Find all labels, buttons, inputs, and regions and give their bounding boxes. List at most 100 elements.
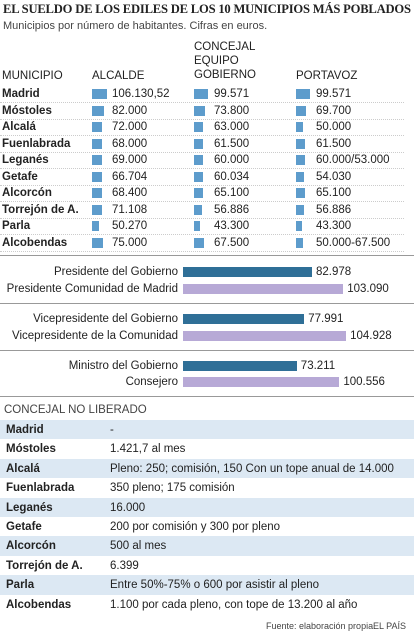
bar [194, 122, 204, 132]
category-label: Torrejón de A. [2, 203, 79, 216]
row-value: Pleno: 250; comisión, 150 Con un tope an… [110, 462, 394, 475]
bar [194, 237, 204, 248]
category-label: Móstoles [2, 104, 52, 117]
bar [296, 188, 306, 198]
value-label: 100.556 [343, 376, 385, 388]
value-label: 73.800 [214, 104, 250, 117]
value-label: 65.100 [214, 187, 250, 199]
value-label: 103.090 [347, 283, 389, 295]
row-label: Getafe [6, 521, 42, 533]
category-label: Ministro del Gobierno [68, 360, 178, 372]
value-label: 54.030 [316, 170, 352, 183]
category-label: Vicepresidente del Gobierno [33, 313, 178, 325]
value-label: 68.000 [112, 137, 148, 150]
bar [92, 188, 102, 198]
row-value: 200 por comisión y 300 por pleno [110, 521, 281, 533]
category-label: Presidente del Gobierno [53, 266, 178, 278]
bar [183, 377, 340, 387]
separator [0, 255, 414, 256]
separator [0, 303, 414, 304]
category-label: Parla [2, 220, 31, 232]
bar [194, 204, 203, 215]
value-label: 43.300 [214, 220, 250, 232]
row-label: Madrid [6, 424, 44, 436]
bar [92, 204, 103, 215]
row-rule [0, 151, 404, 153]
bar [92, 171, 102, 182]
value-label: 71.108 [112, 203, 148, 216]
value-label: 82.000 [112, 104, 148, 117]
column-header: ALCALDE [92, 70, 145, 82]
row-rule [0, 118, 404, 120]
row-label: Fuenlabrada [6, 482, 75, 495]
value-label: 65.100 [316, 187, 352, 199]
value-label: 67.500 [214, 236, 250, 249]
row-label: Torrejón de A. [6, 559, 83, 572]
bar [296, 155, 305, 165]
bar [296, 204, 305, 215]
row-rule [0, 250, 404, 252]
category-label: Vicepresidente de la Comunidad [11, 330, 178, 342]
bar [183, 267, 312, 277]
value-label: 61.500 [214, 137, 250, 150]
bar [92, 221, 100, 231]
row-rule [0, 135, 404, 136]
bar [194, 105, 205, 116]
row-rule [0, 217, 404, 219]
table-row [0, 575, 414, 595]
value-label: 60.034 [214, 170, 250, 183]
category-label: Getafe [2, 170, 38, 183]
category-label: Madrid [2, 88, 40, 100]
value-label: 56.886 [316, 203, 352, 216]
value-label: 69.700 [316, 104, 352, 117]
category-label: Leganés [2, 154, 49, 166]
value-label: 50.270 [112, 220, 148, 232]
table-row [0, 536, 414, 556]
table-row [0, 420, 414, 440]
value-label: 66.704 [112, 170, 148, 183]
row-label: Alcorcón [6, 540, 56, 553]
row-value: 500 al mes [110, 540, 167, 553]
row-rule [0, 102, 404, 103]
bar [92, 237, 103, 248]
value-label: 104.928 [350, 330, 392, 342]
bar [183, 314, 305, 324]
bar [194, 155, 203, 165]
value-label: 69.000 [112, 154, 148, 166]
bar [92, 105, 104, 116]
bar [296, 237, 304, 248]
value-label: 63.000 [214, 121, 250, 133]
category-label: Presidente Comunidad de Madrid [6, 283, 178, 295]
bar [92, 138, 102, 149]
category-label: Consejero [125, 376, 178, 388]
row-value: 1.421,7 al mes [110, 443, 186, 456]
bar [194, 89, 209, 99]
row-value: 1.100 por cada pleno, con tope de 13.200… [110, 598, 358, 611]
category-label: Alcobendas [2, 236, 68, 249]
row-label: Alcalá [6, 462, 40, 475]
row-rule [0, 234, 404, 235]
category-label: Alcorcón [2, 187, 52, 199]
value-label: 56.886 [214, 203, 250, 216]
category-label: Alcalá [2, 121, 36, 133]
row-value: Entre 50%-75% o 600 por asistir al pleno [110, 579, 320, 592]
bar [183, 284, 344, 294]
value-label: 75.000 [112, 236, 148, 249]
table-row [0, 594, 414, 614]
bar [296, 89, 311, 99]
row-value: - [110, 424, 114, 436]
credit: EL PAÍS [372, 621, 406, 631]
value-label: 68.400 [112, 187, 148, 199]
row-value: 16.000 [110, 501, 146, 514]
value-label: 50.000 [316, 121, 352, 133]
separator [0, 350, 414, 351]
bar [92, 122, 103, 132]
bar [183, 361, 297, 371]
row-rule [0, 184, 404, 186]
category-label: Fuenlabrada [2, 137, 71, 150]
table-title: CONCEJAL NO LIBERADO [4, 404, 147, 416]
source: Fuente: elaboración propia. [266, 621, 376, 631]
value-label: 43.300 [316, 220, 352, 232]
subtitle: Municipios por número de habitantes. Cif… [3, 20, 268, 32]
separator [0, 396, 414, 397]
